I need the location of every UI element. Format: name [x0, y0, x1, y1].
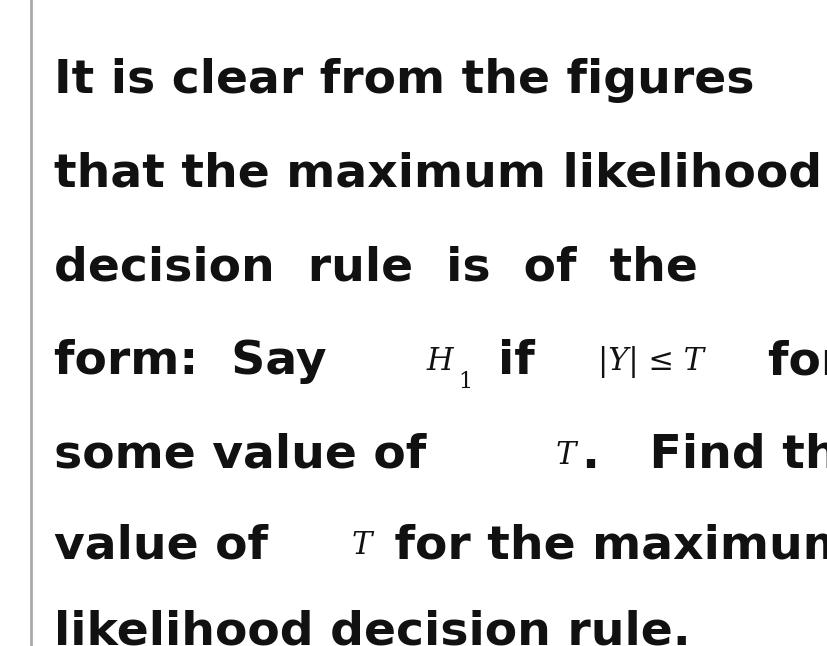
- Text: H: H: [426, 346, 453, 377]
- Text: that the maximum likelihood: that the maximum likelihood: [54, 152, 821, 197]
- Text: 1: 1: [458, 371, 472, 393]
- Text: likelihood decision rule.: likelihood decision rule.: [54, 609, 690, 646]
- Text: for: for: [734, 339, 827, 384]
- Text: T: T: [351, 530, 371, 561]
- Text: decision  rule  is  of  the: decision rule is of the: [54, 245, 697, 291]
- Text: .   Find the: . Find the: [581, 433, 827, 478]
- Text: for the maximum: for the maximum: [377, 523, 827, 568]
- Text: some value of: some value of: [54, 433, 442, 478]
- Text: if: if: [465, 339, 567, 384]
- Text: T: T: [555, 440, 575, 471]
- Text: form:  Say: form: Say: [54, 339, 342, 384]
- Text: value of: value of: [54, 523, 284, 568]
- Text: |Y| ≤ T: |Y| ≤ T: [597, 346, 703, 378]
- Text: It is clear from the figures: It is clear from the figures: [54, 58, 753, 103]
